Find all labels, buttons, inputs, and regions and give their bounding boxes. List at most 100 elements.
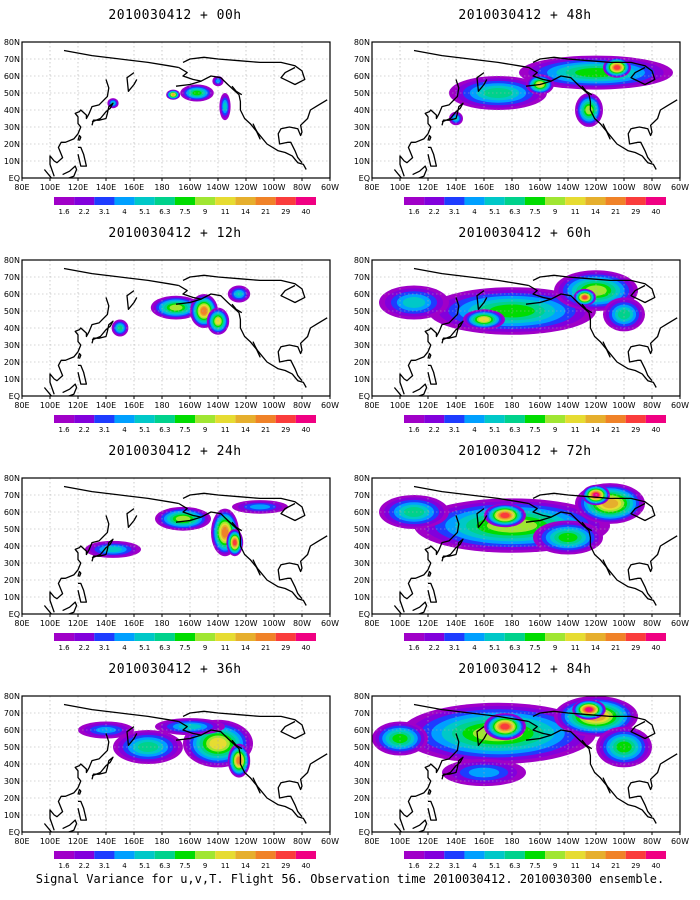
colorbar-swatch <box>404 633 425 641</box>
colorbar-label: 2.2 <box>429 208 440 216</box>
x-tick-label: 140E <box>96 619 116 628</box>
colorbar-label: 2.2 <box>79 426 90 434</box>
colorbar-swatch <box>94 415 115 423</box>
coastline <box>412 383 428 396</box>
x-tick-label: 120E <box>68 183 88 192</box>
colorbar-swatch <box>114 633 135 641</box>
coastline <box>412 165 428 178</box>
colorbar-swatch <box>195 633 216 641</box>
x-tick-label: 100W <box>262 619 285 628</box>
coastline <box>602 341 611 358</box>
y-tick-label: 60N <box>4 290 20 299</box>
colorbar-label: 11 <box>571 644 580 652</box>
colorbar-swatch <box>565 851 586 859</box>
colorbar-swatch <box>545 851 566 859</box>
y-tick-label: EQ <box>9 828 20 837</box>
x-tick-label: 140E <box>446 183 466 192</box>
coastlines <box>393 267 678 396</box>
x-tick-label: 100E <box>390 837 410 846</box>
colorbar-label: 7.5 <box>529 426 540 434</box>
coastline <box>49 297 110 395</box>
y-tick-label: 60N <box>354 508 370 517</box>
colorbar-label: 3.1 <box>99 426 110 434</box>
y-tick-label: 80N <box>354 38 370 47</box>
coastline <box>393 823 403 832</box>
x-tick-label: 140E <box>446 619 466 628</box>
x-tick-label: 80W <box>293 619 311 628</box>
colorbar-swatch <box>605 633 626 641</box>
colorbar-label: 29 <box>281 426 290 434</box>
coastline <box>476 290 488 310</box>
x-tick-label: 60W <box>321 183 339 192</box>
coastline <box>476 508 488 528</box>
colorbar-label: 2.2 <box>429 862 440 870</box>
variance-contour <box>483 88 513 98</box>
coastline <box>77 364 88 385</box>
colorbar-swatch <box>524 415 546 423</box>
colorbar-label: 9 <box>553 862 557 870</box>
colorbar-label: 29 <box>631 426 640 434</box>
colorbar-label: 29 <box>631 208 640 216</box>
colorbar-swatch <box>404 851 425 859</box>
panel-title: 2010030412 + 84h <box>458 662 592 677</box>
map-plot: 80E 100E 120E 140E 160E 180 160W 140W 120W 100W 80… <box>354 474 689 652</box>
colorbar-swatch <box>625 633 646 641</box>
x-tick-label: 60W <box>671 183 689 192</box>
colorbar-label: 4 <box>122 208 127 216</box>
x-tick-label: 80W <box>643 619 661 628</box>
colorbar-swatch <box>565 633 586 641</box>
colorbar-label: 2.2 <box>79 208 90 216</box>
coastline <box>277 535 328 600</box>
x-tick-label: 160W <box>528 401 551 410</box>
variance-contour <box>402 297 426 308</box>
y-tick-label: 80N <box>4 256 20 265</box>
y-tick-label: 80N <box>354 692 370 701</box>
grid-lines <box>372 260 680 396</box>
coastline <box>413 267 529 287</box>
coastline <box>43 823 53 832</box>
colorbar-swatch <box>484 415 505 423</box>
x-tick-label: 80E <box>14 183 29 192</box>
y-tick-label: 30N <box>4 341 20 350</box>
plot-background <box>22 478 330 614</box>
x-tick-label: 160E <box>474 401 494 410</box>
colorbar-swatch <box>275 415 296 423</box>
variance-contour <box>392 733 408 744</box>
coastline <box>252 777 261 794</box>
colorbar-label: 3.1 <box>99 862 110 870</box>
colorbar-swatch <box>154 197 175 205</box>
x-tick-label: 160W <box>178 401 201 410</box>
y-tick-label: 10N <box>354 593 370 602</box>
colorbar-label: 7.5 <box>529 644 540 652</box>
x-tick-label: 160W <box>178 183 201 192</box>
coastline <box>77 134 82 141</box>
colorbar-swatch <box>94 633 115 641</box>
colorbar-swatch <box>54 197 75 205</box>
coastline <box>627 535 678 600</box>
colorbar-swatch <box>504 197 525 205</box>
colorbar-swatch <box>565 197 586 205</box>
y-tick-label: 50N <box>354 89 370 98</box>
colorbar-swatch <box>114 197 135 205</box>
x-tick-label: 120W <box>584 619 607 628</box>
colorbar-label: 1.6 <box>409 208 421 216</box>
colorbar-label: 11 <box>221 644 230 652</box>
colorbar-swatch <box>195 415 216 423</box>
coastline <box>476 72 488 92</box>
colorbar-label: 6.3 <box>159 644 170 652</box>
colorbar-swatch <box>404 415 425 423</box>
colorbar-label: 3.1 <box>449 208 460 216</box>
coastline <box>62 383 78 396</box>
y-tick-label: 80N <box>4 474 20 483</box>
x-tick-label: 80E <box>14 837 29 846</box>
panel-84h: 80E 100E 120E 140E 160E 180 160W 140W 120W 100W 80… <box>350 654 700 872</box>
x-tick-label: 80E <box>364 619 379 628</box>
coastline <box>175 734 202 741</box>
colorbar-label: 14 <box>241 426 250 434</box>
colorbar-swatch <box>134 633 155 641</box>
x-tick-label: 160E <box>474 619 494 628</box>
x-tick-label: 140W <box>556 837 579 846</box>
y-tick-label: 10N <box>354 157 370 166</box>
map-plot: 80E 100E 120E 140E 160E 180 160W 140W 120W 100W 80… <box>4 256 339 434</box>
coastline <box>413 485 529 505</box>
